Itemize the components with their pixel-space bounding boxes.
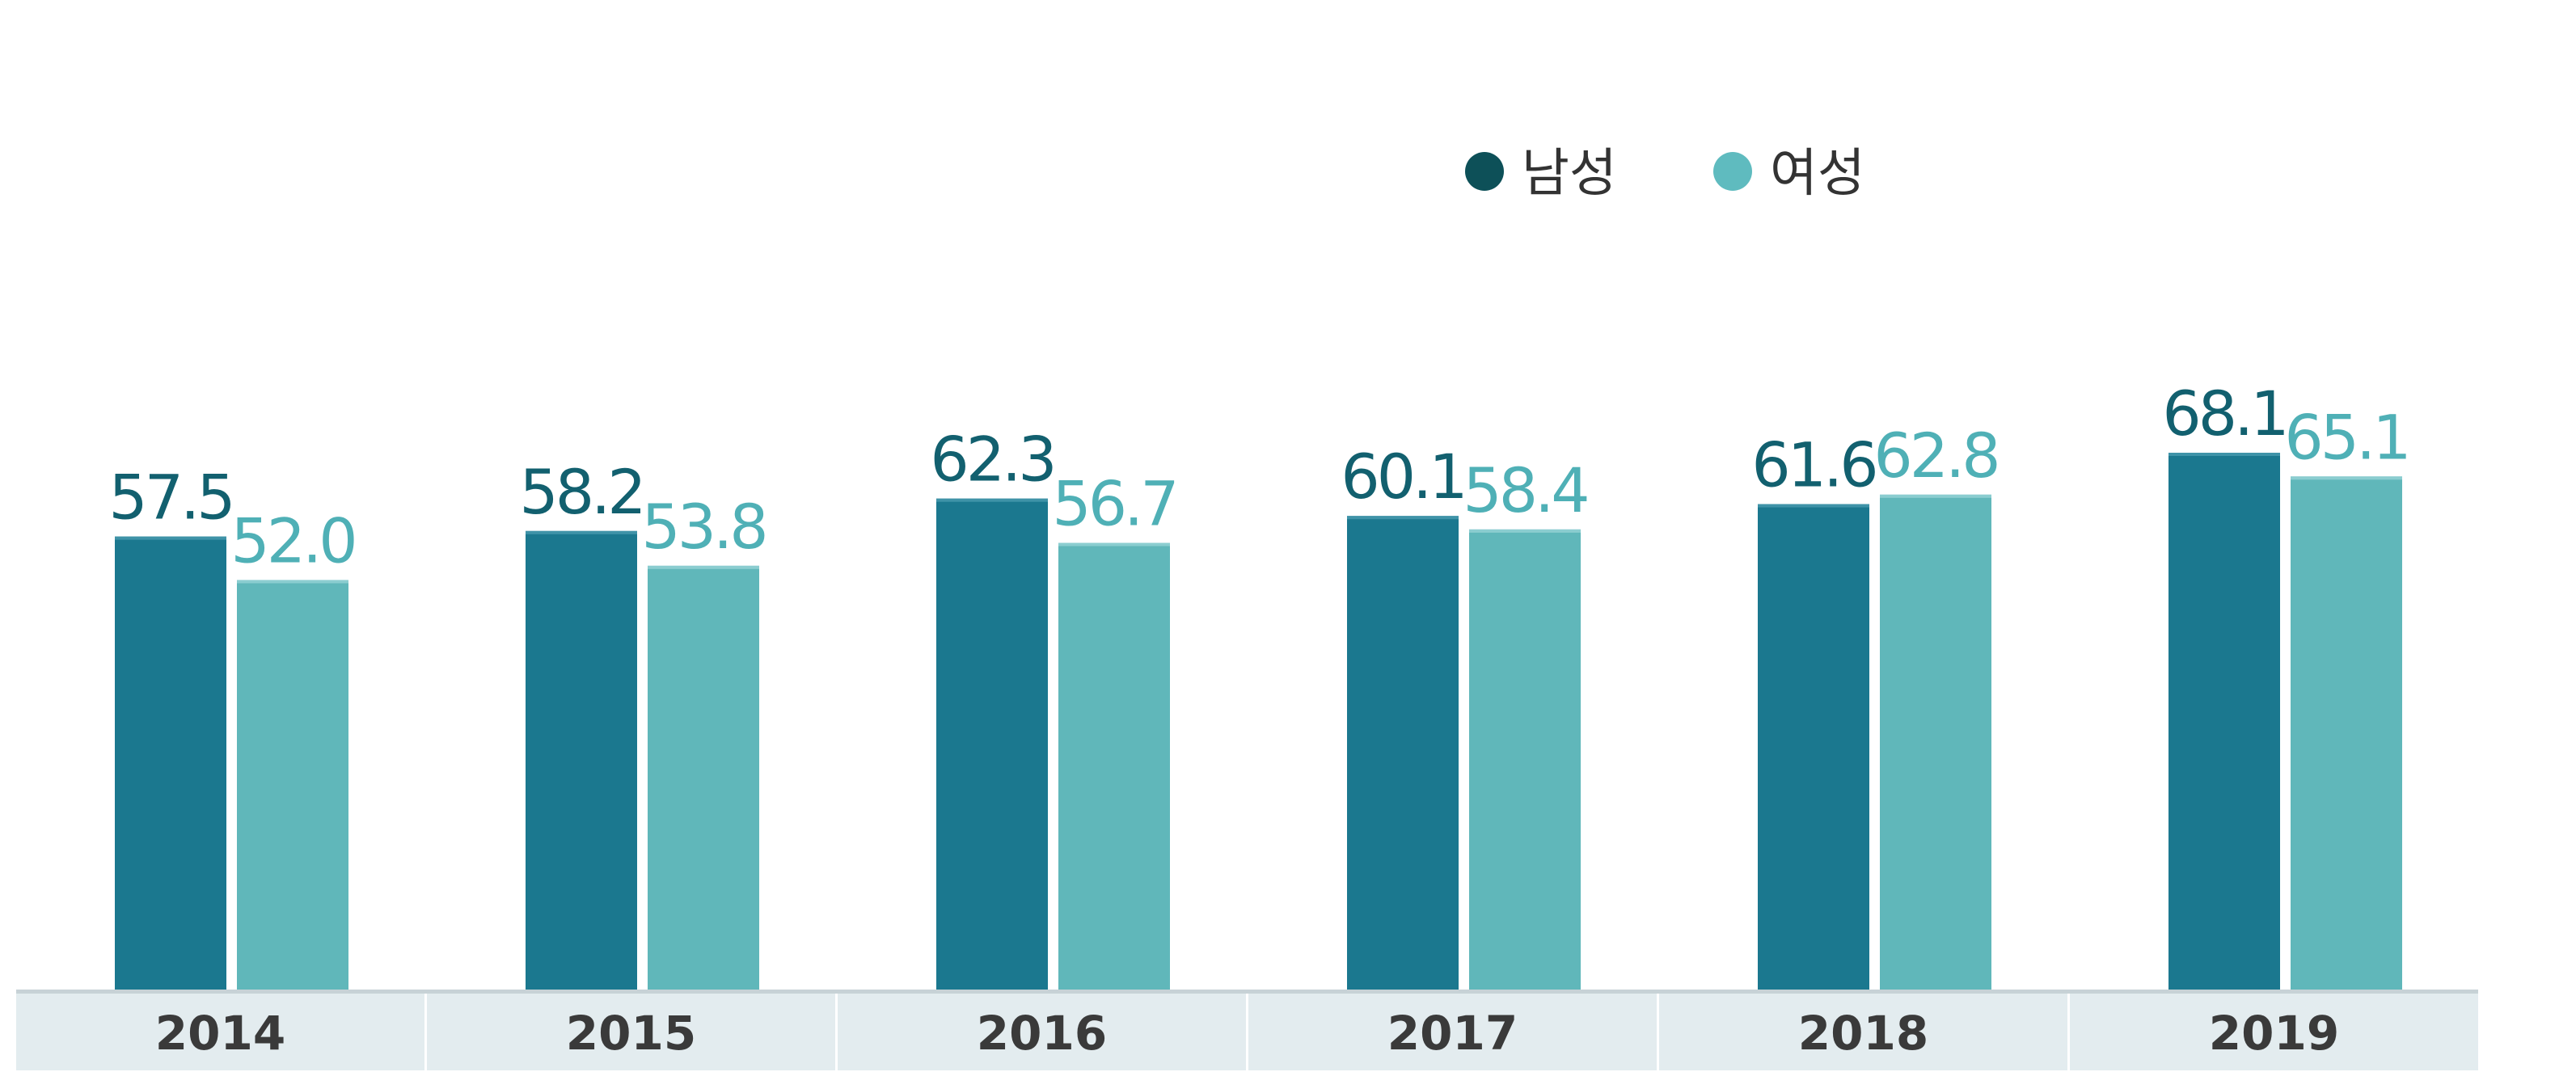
- value-label-female: 56.7: [1052, 467, 1176, 539]
- x-axis-band: [1248, 991, 1657, 1070]
- bar-top-edge: [936, 498, 1048, 502]
- value-label-male: 62.3: [930, 424, 1054, 496]
- bar-male: [1758, 504, 1869, 991]
- bar-top-edge: [2168, 453, 2280, 456]
- legend-swatch-female: [1713, 152, 1752, 191]
- bar-top-edge: [1469, 529, 1581, 533]
- bar-top-edge: [526, 530, 637, 534]
- bar-top-edge: [1058, 542, 1170, 547]
- chart-legend: 남성 여성: [1465, 144, 1865, 204]
- value-label-male: 61.6: [1751, 429, 1875, 501]
- x-tick-label: 2019: [2209, 1006, 2339, 1061]
- x-axis-band: [2070, 991, 2478, 1070]
- bar-top-edge: [2291, 476, 2402, 480]
- value-label-male: 57.5: [108, 462, 232, 534]
- value-label-female: 65.1: [2284, 401, 2408, 473]
- bar-top-edge: [1880, 494, 1991, 498]
- bar-female: [1058, 542, 1170, 991]
- x-tick-label: 2017: [1387, 1006, 1518, 1061]
- value-labels-group: 57.5 58.2 62.3 60.1 61.6 68.1 52.0 53.8 56.7 58.4…: [108, 378, 2411, 576]
- value-label-male: 68.1: [2162, 378, 2286, 449]
- bar-female: [2291, 476, 2402, 991]
- x-tick-label: 2018: [1798, 1006, 1928, 1061]
- bars-group: [115, 453, 2402, 991]
- value-label-female: 62.8: [1873, 420, 1997, 492]
- x-axis-band: [838, 991, 1246, 1070]
- x-axis-band: [16, 991, 424, 1070]
- value-label-female: 58.4: [1463, 454, 1587, 526]
- value-label-female: 53.8: [641, 491, 765, 563]
- bar-male: [2168, 453, 2280, 991]
- x-tick-label: 2015: [566, 1006, 696, 1061]
- bar-top-edge: [115, 536, 226, 540]
- bar-female: [1469, 529, 1581, 991]
- bar-female: [1880, 494, 1991, 991]
- legend-label-female: 여성: [1770, 144, 1865, 204]
- bar-female: [648, 565, 759, 991]
- x-axis: 2014 2015 2016 2017 2018 2019: [16, 990, 2478, 1070]
- x-axis-band: [1659, 991, 2067, 1070]
- bar-top-edge: [1758, 504, 1869, 508]
- bar-top-edge: [237, 580, 348, 584]
- value-label-male: 60.1: [1341, 441, 1464, 513]
- x-tick-label: 2016: [977, 1006, 1107, 1061]
- bar-male: [1347, 516, 1459, 991]
- bar-top-edge: [1347, 516, 1459, 520]
- x-axis-band: [427, 991, 835, 1070]
- value-label-female: 52.0: [230, 504, 354, 576]
- value-label-male: 58.2: [519, 456, 643, 528]
- bar-female: [237, 580, 348, 991]
- legend-label-male: 남성: [1522, 144, 1617, 204]
- bar-male: [115, 536, 226, 991]
- x-axis-line: [16, 990, 2478, 994]
- bar-male: [526, 530, 637, 991]
- bar-male: [936, 498, 1048, 991]
- legend-swatch-male: [1465, 152, 1504, 191]
- bar-top-edge: [648, 565, 759, 569]
- x-tick-label: 2014: [155, 1006, 285, 1061]
